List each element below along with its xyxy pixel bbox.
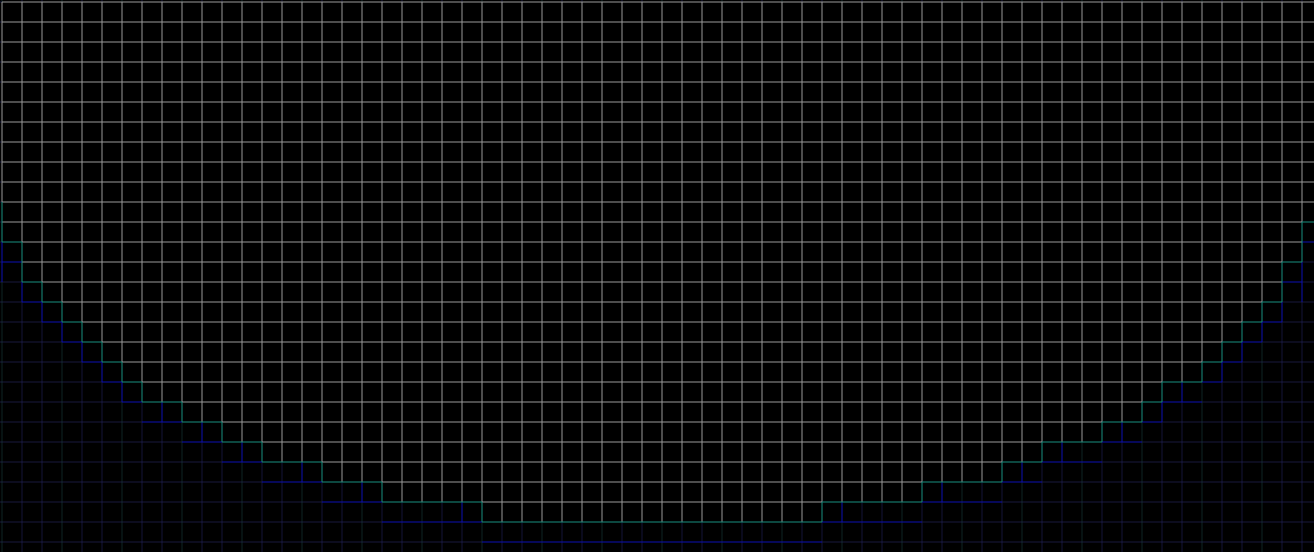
grid-arc-svg	[0, 0, 1314, 552]
grid-arc-canvas	[0, 0, 1314, 552]
background-rect	[0, 0, 1314, 552]
